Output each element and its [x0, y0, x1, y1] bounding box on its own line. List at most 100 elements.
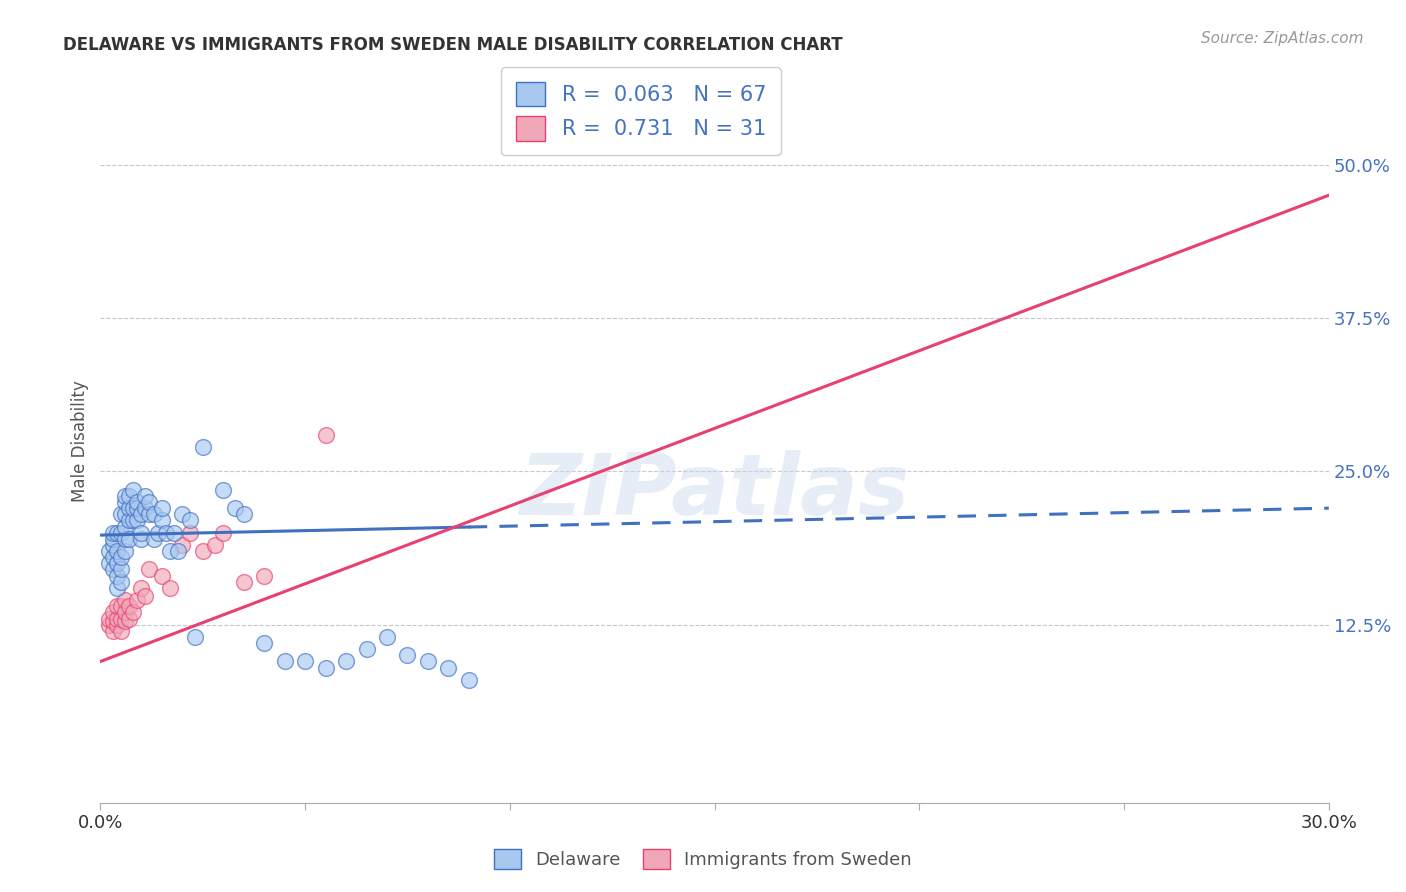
Point: [114, 606, 136, 620]
Point: [212, 483, 235, 497]
Point: [416, 655, 439, 669]
Point: [110, 508, 132, 522]
Point: [129, 581, 152, 595]
Point: [110, 599, 132, 614]
Point: [101, 538, 124, 552]
Point: [105, 611, 128, 625]
Point: [101, 614, 124, 628]
Point: [457, 673, 479, 687]
Point: [134, 501, 156, 516]
Point: [172, 538, 194, 552]
Point: [118, 599, 141, 614]
Point: [129, 525, 152, 540]
Point: [159, 581, 181, 595]
Point: [253, 636, 276, 650]
Y-axis label: Male Disability: Male Disability: [72, 380, 89, 501]
Point: [212, 525, 235, 540]
Point: [191, 544, 214, 558]
Point: [110, 611, 132, 625]
Point: [294, 655, 316, 669]
Point: [122, 501, 145, 516]
Point: [335, 655, 357, 669]
Point: [172, 508, 194, 522]
Point: [253, 568, 276, 582]
Point: [138, 562, 160, 576]
Point: [127, 495, 149, 509]
Point: [179, 525, 201, 540]
Point: [105, 617, 128, 632]
Point: [122, 606, 145, 620]
Point: [155, 525, 177, 540]
Point: [375, 630, 398, 644]
Point: [127, 501, 149, 516]
Point: [179, 513, 201, 527]
Point: [315, 660, 337, 674]
Point: [114, 532, 136, 546]
Point: [97, 611, 120, 625]
Text: DELAWARE VS IMMIGRANTS FROM SWEDEN MALE DISABILITY CORRELATION CHART: DELAWARE VS IMMIGRANTS FROM SWEDEN MALE …: [63, 36, 842, 54]
Point: [134, 489, 156, 503]
Point: [114, 508, 136, 522]
Point: [118, 611, 141, 625]
Point: [105, 544, 128, 558]
Point: [127, 593, 149, 607]
Point: [114, 489, 136, 503]
Point: [110, 525, 132, 540]
Point: [101, 562, 124, 576]
Point: [437, 660, 460, 674]
Point: [101, 606, 124, 620]
Point: [273, 655, 295, 669]
Point: [232, 508, 254, 522]
Point: [138, 495, 160, 509]
Point: [110, 624, 132, 638]
Point: [97, 544, 120, 558]
Point: [204, 538, 226, 552]
Point: [101, 550, 124, 565]
Text: ZIPatlas: ZIPatlas: [519, 450, 910, 533]
Point: [396, 648, 419, 663]
Legend: R =  0.063   N = 67, R =  0.731   N = 31: R = 0.063 N = 67, R = 0.731 N = 31: [501, 68, 780, 155]
Point: [118, 489, 141, 503]
Point: [191, 440, 214, 454]
Point: [105, 568, 128, 582]
Point: [183, 630, 205, 644]
Point: [315, 427, 337, 442]
Point: [159, 544, 181, 558]
Point: [150, 501, 173, 516]
Point: [142, 532, 165, 546]
Point: [118, 513, 141, 527]
Point: [114, 614, 136, 628]
Point: [97, 557, 120, 571]
Point: [127, 513, 149, 527]
Point: [142, 508, 165, 522]
Point: [105, 557, 128, 571]
Legend: Delaware, Immigrants from Sweden: Delaware, Immigrants from Sweden: [485, 839, 921, 879]
Point: [134, 590, 156, 604]
Point: [110, 574, 132, 589]
Point: [122, 483, 145, 497]
Text: Source: ZipAtlas.com: Source: ZipAtlas.com: [1201, 31, 1364, 46]
Point: [146, 525, 169, 540]
Point: [105, 599, 128, 614]
Point: [167, 544, 190, 558]
Point: [101, 525, 124, 540]
Point: [105, 581, 128, 595]
Point: [150, 568, 173, 582]
Point: [138, 508, 160, 522]
Point: [110, 562, 132, 576]
Point: [122, 513, 145, 527]
Point: [97, 617, 120, 632]
Point: [118, 501, 141, 516]
Point: [114, 519, 136, 533]
Point: [105, 525, 128, 540]
Point: [129, 508, 152, 522]
Point: [150, 513, 173, 527]
Point: [114, 544, 136, 558]
Point: [118, 532, 141, 546]
Point: [224, 501, 246, 516]
Point: [232, 574, 254, 589]
Point: [101, 532, 124, 546]
Point: [356, 642, 378, 657]
Point: [110, 550, 132, 565]
Point: [163, 525, 186, 540]
